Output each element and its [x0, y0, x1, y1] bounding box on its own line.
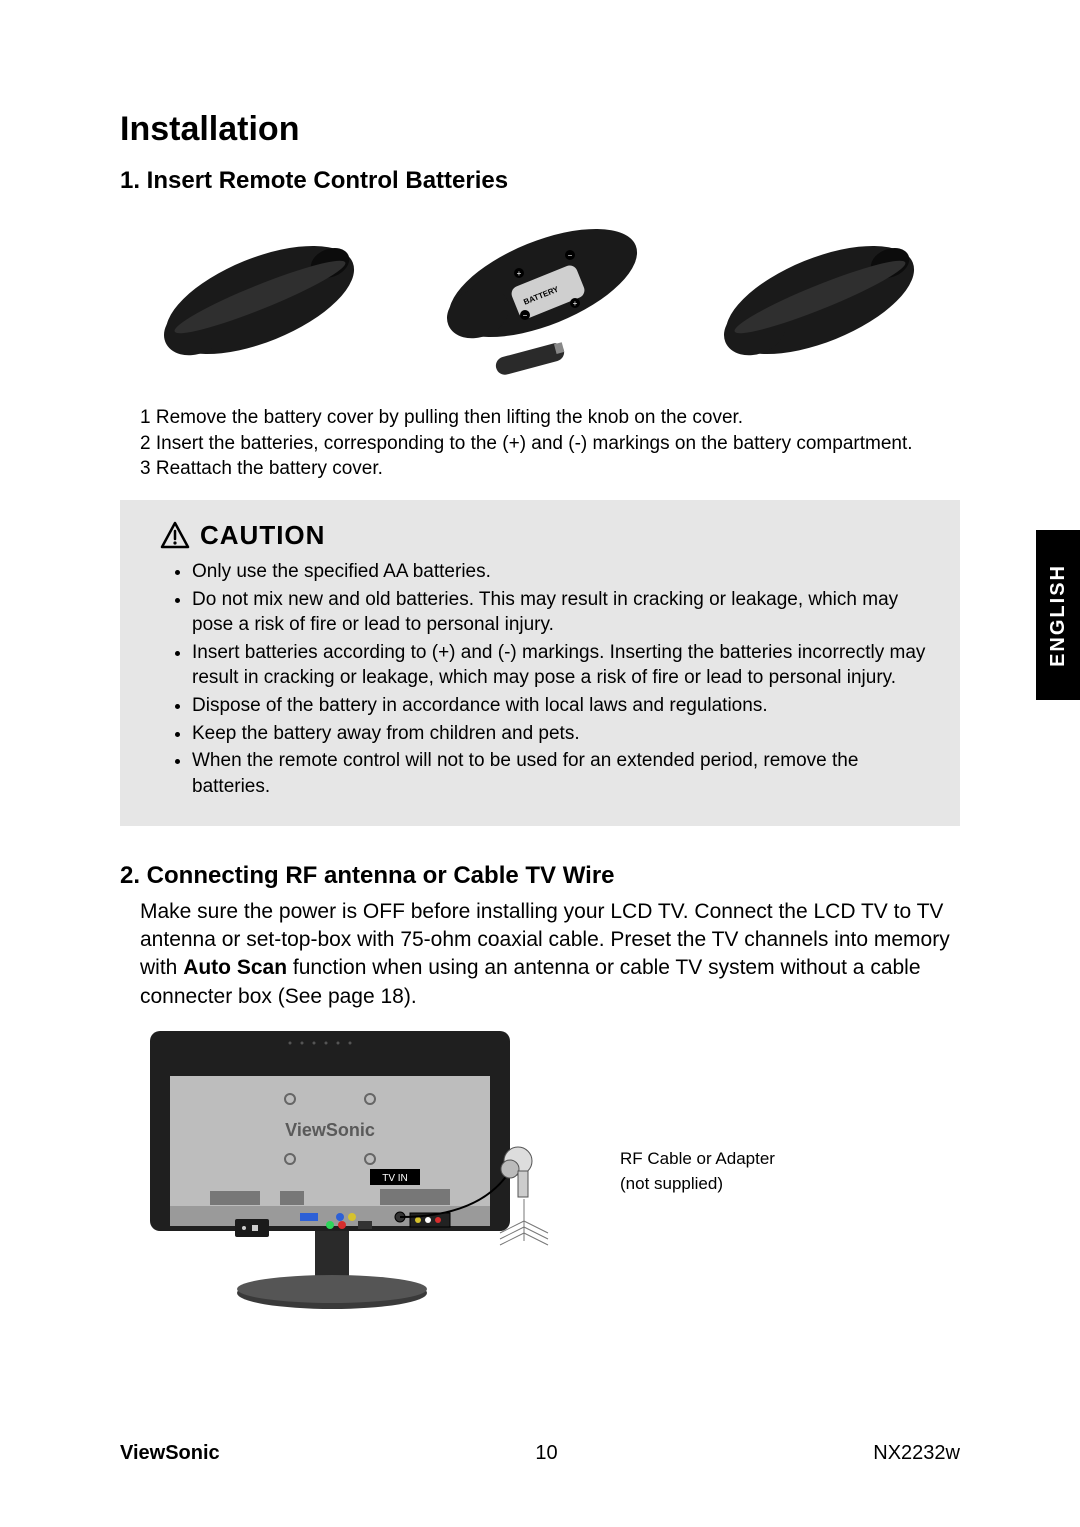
caution-icon: [160, 521, 190, 549]
caution-label: CAUTION: [200, 520, 325, 551]
caution-list: Only use the specified AA batteries. Do …: [160, 559, 932, 800]
footer-brand: ViewSonic: [120, 1442, 220, 1465]
step-3: 3 Reattach the battery cover.: [140, 456, 960, 482]
tv-caption-line1: RF Cable or Adapter: [620, 1146, 775, 1172]
language-tab-label: ENGLISH: [1047, 564, 1070, 667]
remote-illustration-2: BATTERY + + − −: [425, 205, 655, 385]
tv-brand-text: ViewSonic: [285, 1120, 375, 1140]
tv-figure: ViewSonic TV IN: [140, 1021, 960, 1321]
section1-steps: 1 Remove the battery cover by pulling th…: [140, 405, 960, 482]
caution-item: Keep the battery away from children and …: [192, 721, 932, 747]
tv-back-illustration: ViewSonic TV IN: [140, 1021, 580, 1321]
footer: ViewSonic 10 NX2232w: [120, 1442, 960, 1465]
section1-heading: 1. Insert Remote Control Batteries: [120, 167, 960, 195]
remote-illustration-1: [145, 205, 375, 385]
tv-caption-line2: (not supplied): [620, 1171, 775, 1197]
svg-text:−: −: [568, 251, 573, 260]
remote-illustration-3: [705, 205, 935, 385]
svg-text:−: −: [523, 311, 528, 320]
caution-item: Dispose of the battery in accordance wit…: [192, 693, 932, 719]
step-2: 2 Insert the batteries, corresponding to…: [140, 431, 960, 457]
tv-in-label: TV IN: [382, 1173, 408, 1184]
remote-illustration-row: BATTERY + + − −: [120, 205, 960, 385]
caution-item: Do not mix new and old batteries. This m…: [192, 587, 932, 638]
section2-body: Make sure the power is OFF before instal…: [140, 898, 960, 1011]
section2-body-bold: Auto Scan: [183, 956, 287, 979]
caution-item: When the remote control will not to be u…: [192, 748, 932, 799]
footer-page-number: 10: [535, 1442, 557, 1465]
section2-heading: 2. Connecting RF antenna or Cable TV Wir…: [120, 862, 960, 890]
page-title: Installation: [120, 110, 960, 149]
svg-text:+: +: [573, 299, 578, 308]
footer-model: NX2232w: [873, 1442, 960, 1465]
tv-caption: RF Cable or Adapter (not supplied): [620, 1146, 775, 1197]
page: Installation 1. Insert Remote Control Ba…: [0, 0, 1080, 1527]
caution-box: CAUTION Only use the specified AA batter…: [120, 500, 960, 826]
svg-text:+: +: [517, 269, 522, 278]
caution-title-row: CAUTION: [160, 520, 932, 551]
caution-item: Only use the specified AA batteries.: [192, 559, 932, 585]
caution-item: Insert batteries according to (+) and (-…: [192, 640, 932, 691]
step-1: 1 Remove the battery cover by pulling th…: [140, 405, 960, 431]
language-tab: ENGLISH: [1036, 530, 1080, 700]
